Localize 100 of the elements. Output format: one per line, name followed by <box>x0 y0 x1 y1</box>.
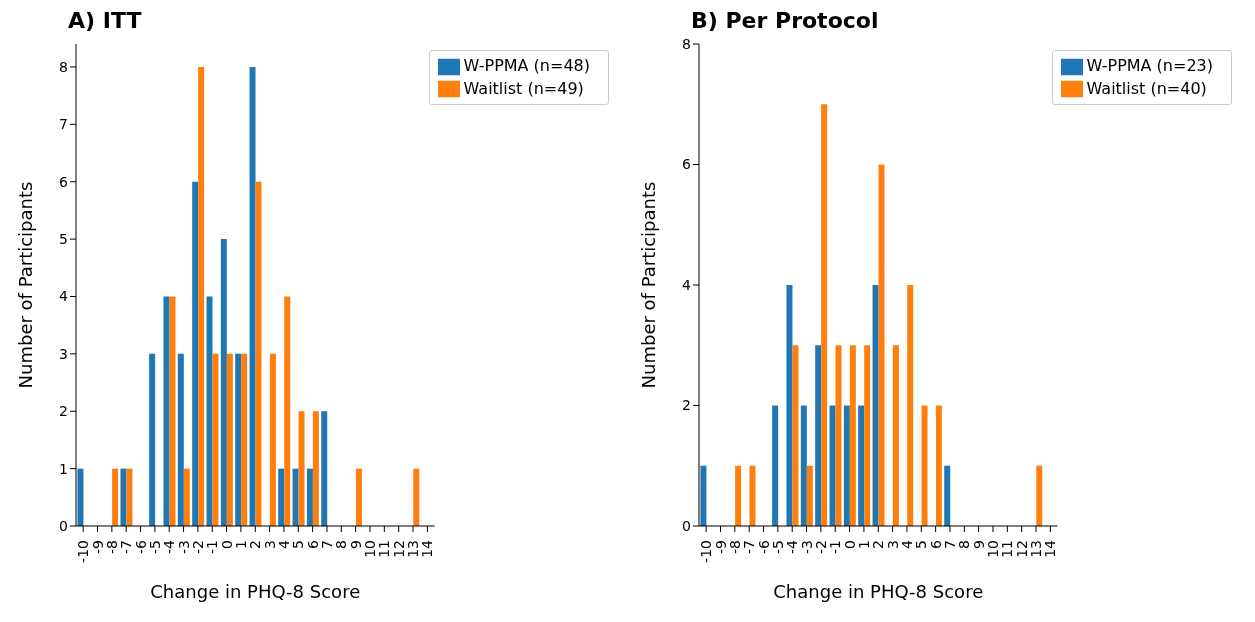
x-tick-label: 5 <box>290 540 307 549</box>
bar <box>183 468 190 526</box>
x-tick-label: -3 <box>798 540 815 554</box>
x-tick-label: 11 <box>376 540 393 558</box>
x-tick-label: -3 <box>175 540 192 554</box>
bar <box>120 468 127 526</box>
x-tick-label: -1 <box>827 540 844 554</box>
x-tick-label: -7 <box>741 540 758 554</box>
x-tick-label: 4 <box>275 539 292 549</box>
y-tick-label: 1 <box>59 460 68 477</box>
x-tick-label: -5 <box>146 540 163 554</box>
bar <box>312 411 319 526</box>
x-tick-label: 0 <box>218 540 235 549</box>
y-tick-label: 3 <box>59 345 68 362</box>
x-tick-label: -4 <box>161 539 178 554</box>
bar <box>321 411 328 526</box>
bar <box>192 181 199 526</box>
bar <box>220 239 227 526</box>
bar <box>284 296 291 526</box>
bar <box>849 345 856 526</box>
bar <box>878 164 885 526</box>
bar <box>355 468 362 526</box>
bar <box>126 468 133 526</box>
bar <box>821 104 828 526</box>
x-tick-label: -9 <box>89 540 106 554</box>
legend-label: Waitlist (n=40) <box>1086 78 1207 98</box>
y-tick-label: 2 <box>682 397 691 414</box>
x-tick-label: 3 <box>261 540 278 549</box>
bar <box>864 345 871 526</box>
x-tick-label: 7 <box>941 540 958 549</box>
bar <box>292 468 299 526</box>
legend-label: Waitlist (n=49) <box>463 78 584 98</box>
x-tick-label: -10 <box>75 540 92 563</box>
bar <box>241 353 248 526</box>
bar <box>1036 465 1043 526</box>
bar <box>169 296 176 526</box>
x-tick-label: -6 <box>132 539 149 554</box>
bar <box>749 465 756 526</box>
bar <box>235 353 242 526</box>
x-tick-label: -5 <box>769 540 786 554</box>
x-tick-label: 3 <box>884 540 901 549</box>
bar <box>249 66 256 526</box>
x-tick-label: 14 <box>419 539 436 558</box>
x-tick-label: -2 <box>189 540 206 554</box>
bar <box>700 465 707 526</box>
x-tick-label: 8 <box>333 540 350 549</box>
bar <box>772 405 779 526</box>
x-tick-label: -7 <box>118 540 135 554</box>
x-tick-label: 2 <box>870 540 887 549</box>
bar <box>77 468 84 526</box>
bar <box>112 468 119 526</box>
bar <box>806 465 813 526</box>
x-tick-label: 9 <box>970 540 987 549</box>
bar <box>306 468 313 526</box>
bar <box>858 405 865 526</box>
x-tick-label: 14 <box>1042 539 1059 558</box>
x-tick-label: 1 <box>855 540 872 549</box>
x-tick-label: 13 <box>405 540 422 558</box>
y-tick-label: 0 <box>59 517 68 534</box>
y-tick-label: 5 <box>59 231 68 248</box>
bar <box>829 405 836 526</box>
x-tick-label: -4 <box>784 539 801 554</box>
x-tick-label: 7 <box>318 540 335 549</box>
bar <box>800 405 807 526</box>
bar <box>735 465 742 526</box>
x-axis-title: Change in PHQ-8 Score <box>150 581 361 602</box>
y-tick-label: 0 <box>682 517 691 534</box>
legend-label: W-PPMA (n=48) <box>463 56 590 75</box>
x-tick-label: 6 <box>927 539 944 549</box>
x-tick-label: 4 <box>898 539 915 549</box>
y-axis-title: Number of Participants <box>15 181 37 389</box>
x-tick-label: -6 <box>755 539 772 554</box>
x-tick-label: 2 <box>247 540 264 549</box>
x-tick-label: -9 <box>712 540 729 554</box>
bar <box>843 405 850 526</box>
x-tick-label: -8 <box>726 540 743 554</box>
bar <box>269 353 276 526</box>
y-tick-label: 6 <box>682 156 692 173</box>
bar <box>815 345 822 526</box>
bar <box>835 345 842 526</box>
x-tick-label: 1 <box>232 540 249 549</box>
bar <box>921 405 928 526</box>
y-axis-title: Number of Participants <box>638 181 660 389</box>
x-tick-label: 9 <box>347 540 364 549</box>
bar <box>226 353 233 526</box>
bar <box>907 285 914 526</box>
x-tick-label: -10 <box>698 540 715 563</box>
x-tick-label: 10 <box>362 540 378 558</box>
x-tick-label: -1 <box>204 540 221 554</box>
x-tick-label: 10 <box>985 540 1001 558</box>
y-tick-label: 8 <box>59 58 68 75</box>
bar <box>935 405 942 526</box>
x-tick-label: 12 <box>1013 540 1030 558</box>
bar <box>892 345 899 526</box>
x-tick-label: 13 <box>1028 540 1045 558</box>
bar <box>206 296 213 526</box>
bar <box>149 353 156 526</box>
bar <box>298 411 305 526</box>
bar <box>177 353 184 526</box>
x-tick-label: 12 <box>390 540 407 558</box>
